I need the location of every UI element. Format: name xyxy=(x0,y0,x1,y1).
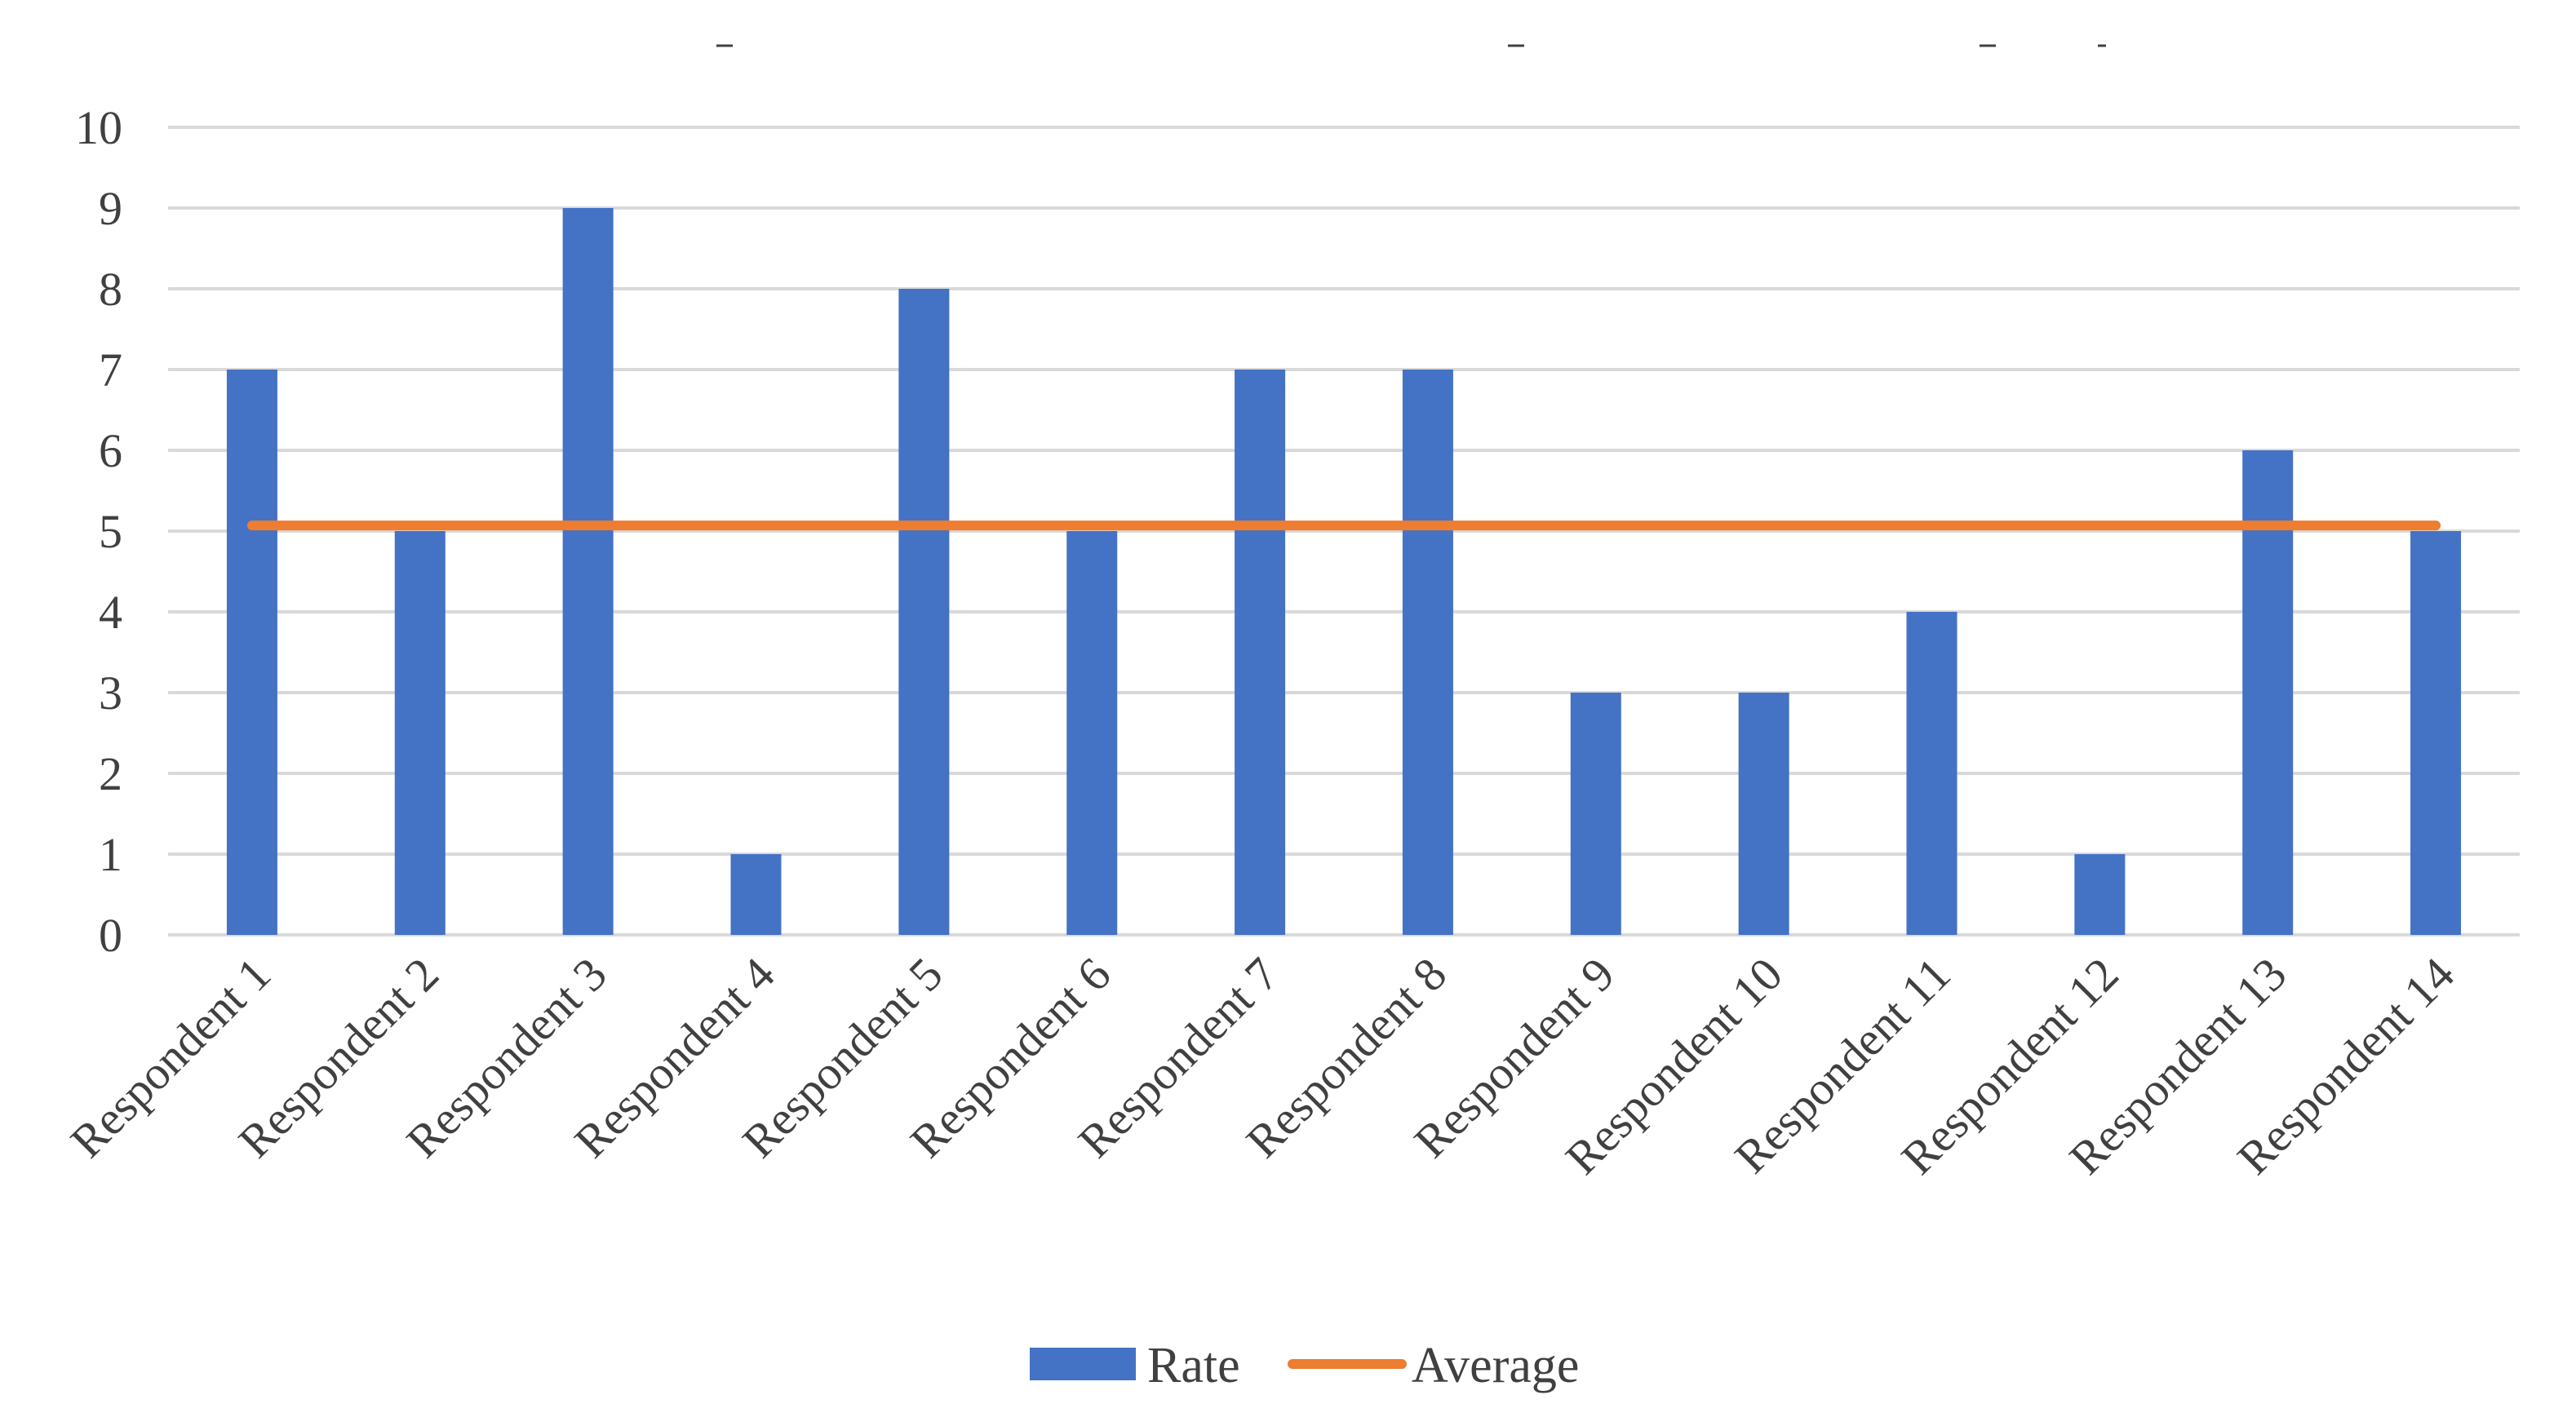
y-tick-label: 3 xyxy=(99,666,122,720)
gridlines xyxy=(168,126,2520,937)
rate-bars xyxy=(226,208,2462,935)
y-tick-label: 4 xyxy=(99,586,122,639)
bar-4 xyxy=(730,854,782,935)
bar-14 xyxy=(2410,531,2462,935)
y-axis-ticks: 0 1 2 3 4 5 6 7 8 9 10 xyxy=(75,101,122,962)
bar-2 xyxy=(394,531,446,935)
y-tick-label: 1 xyxy=(99,828,122,881)
bar-8 xyxy=(1402,370,1453,935)
bar-11 xyxy=(1906,612,1957,935)
legend-label-rate: Rate xyxy=(1147,1338,1240,1393)
bar-3 xyxy=(562,208,614,935)
bar-12 xyxy=(2074,854,2126,935)
y-tick-label: 6 xyxy=(99,424,122,477)
bar-5 xyxy=(898,289,950,935)
legend-swatch-rate xyxy=(1030,1348,1136,1380)
legend: Rate Average xyxy=(1030,1338,1579,1393)
y-tick-label: 5 xyxy=(99,505,122,558)
bar-13 xyxy=(2242,450,2294,935)
legend-label-average: Average xyxy=(1412,1338,1579,1393)
bar-10 xyxy=(1738,693,1789,935)
y-tick-label: 9 xyxy=(99,182,122,235)
bar-7 xyxy=(1235,370,1286,935)
y-tick-label: 0 xyxy=(99,909,122,962)
bar-1 xyxy=(226,370,277,935)
y-tick-label: 8 xyxy=(99,263,122,316)
y-tick-label: 7 xyxy=(99,343,122,396)
bar-9 xyxy=(1570,693,1621,935)
y-tick-label: 2 xyxy=(99,747,122,800)
y-tick-label: 10 xyxy=(75,101,122,154)
bar-6 xyxy=(1066,531,1118,935)
